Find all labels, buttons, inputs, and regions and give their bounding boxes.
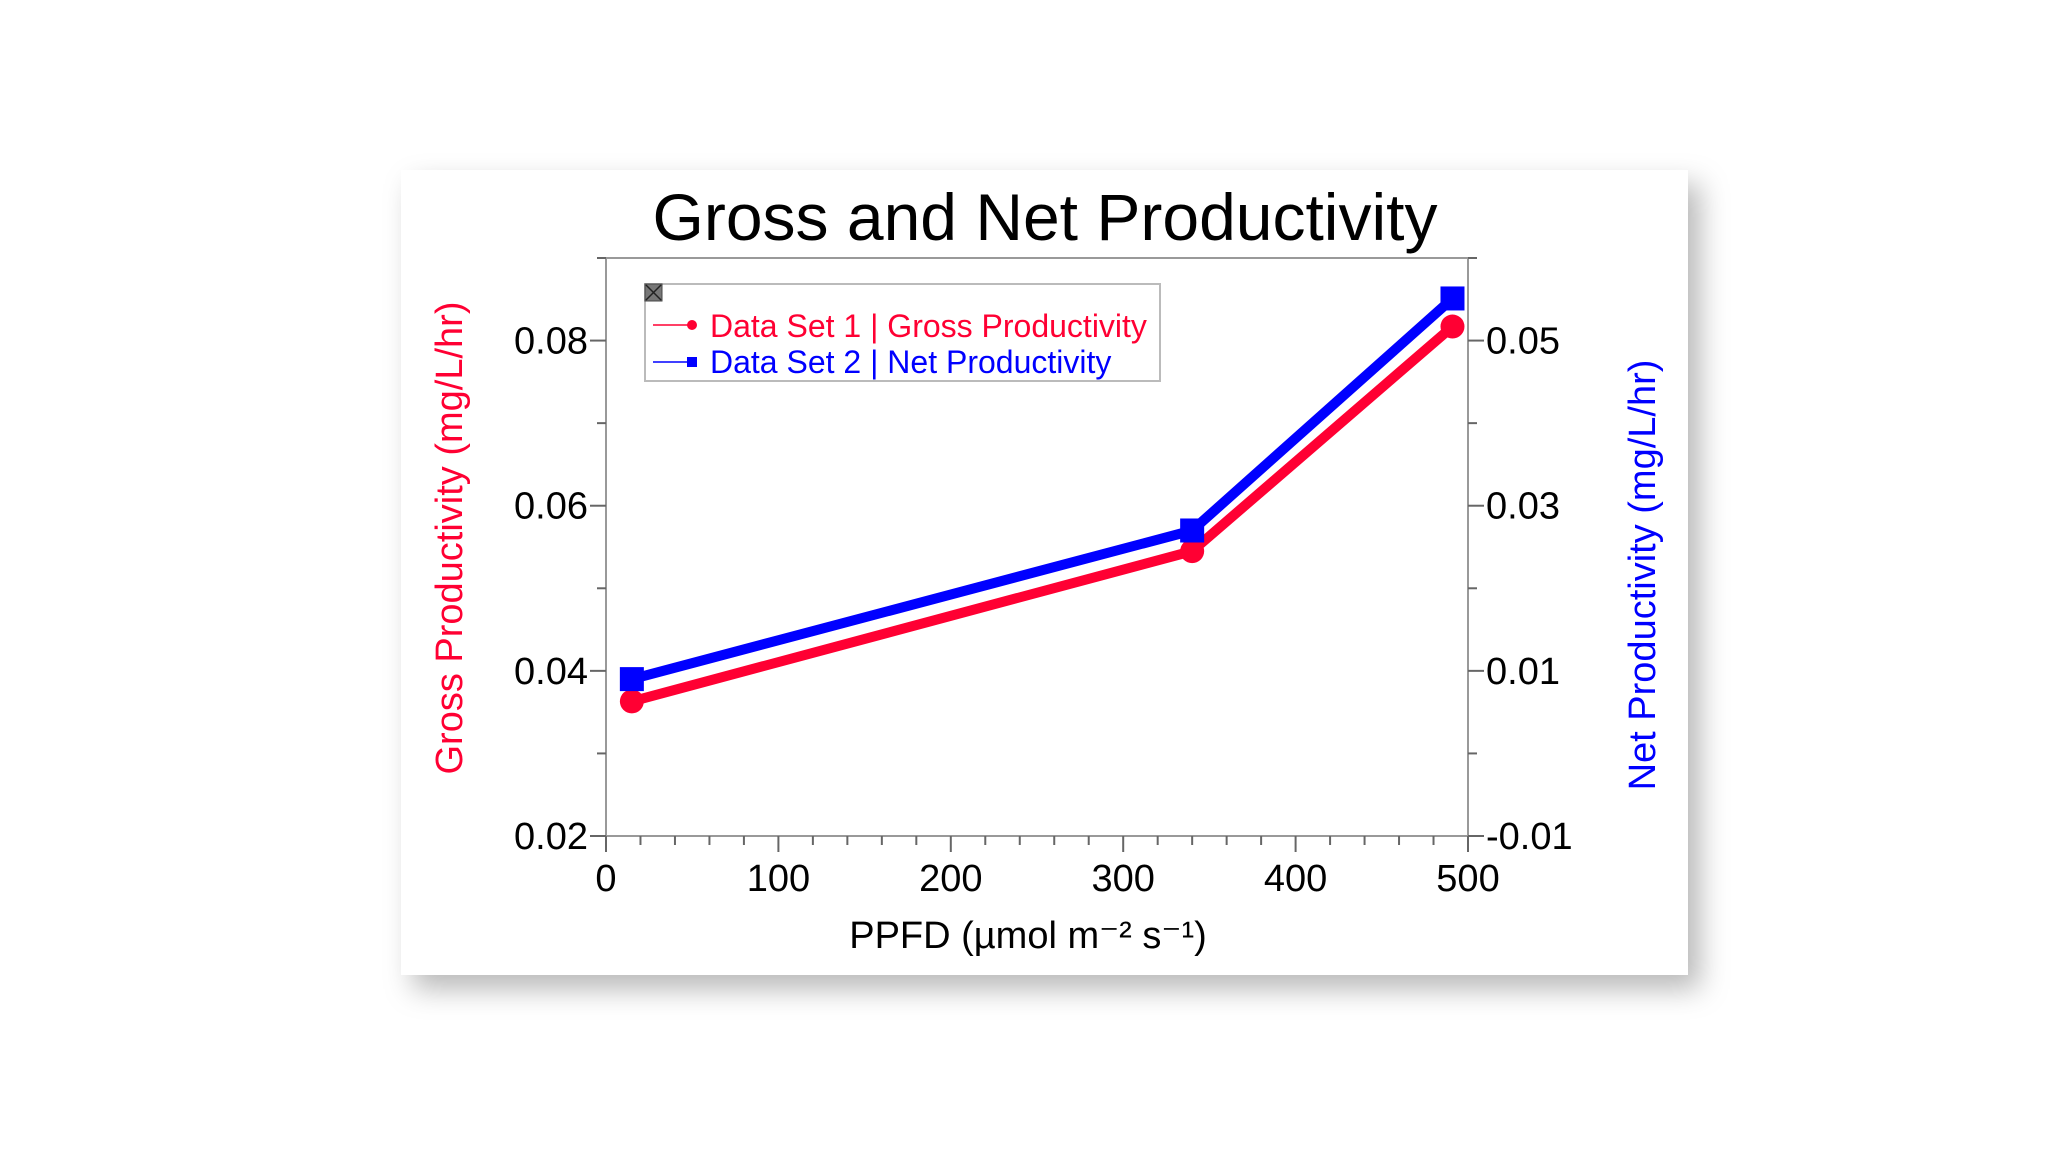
legend-marker-series-1: [687, 320, 697, 330]
x-tick-label: 200: [919, 858, 982, 900]
x-axis-label: PPFD (µmol m⁻² s⁻¹): [849, 915, 1207, 957]
legend-label-series-1: Data Set 1 | Gross Productivity: [710, 308, 1147, 344]
x-tick-label: 400: [1264, 858, 1327, 900]
legend-close-icon[interactable]: [644, 283, 663, 302]
series-1-point: [619, 689, 644, 714]
legend: Data Set 1 | Gross Productivity Data Set…: [644, 283, 1161, 382]
x-tick-label: 0: [595, 858, 616, 900]
y-right-tick-label: 0.01: [1486, 651, 1560, 693]
y-right-tick-label: -0.01: [1486, 816, 1573, 858]
legend-box: [644, 283, 1161, 382]
series-1-point: [1180, 539, 1205, 564]
legend-label-series-2: Data Set 2 | Net Productivity: [710, 344, 1111, 380]
series-2-point: [1440, 286, 1465, 311]
series-2-point: [1180, 518, 1205, 543]
y-left-tick-label: 0.02: [514, 816, 588, 858]
x-tick-label: 300: [1091, 858, 1154, 900]
y-left-tick-label: 0.08: [514, 321, 588, 363]
y-right-tick-label: 0.05: [1486, 321, 1560, 363]
x-tick-label: 500: [1436, 858, 1499, 900]
y-left-tick-label: 0.06: [514, 486, 588, 528]
y-axis-label-left: Gross Productivity (mg/L/hr): [429, 302, 471, 775]
chart-title: Gross and Net Productivity: [653, 180, 1438, 254]
y-left-tick-label: 0.04: [514, 651, 588, 693]
series-1-point: [1440, 314, 1465, 339]
series-2-point: [619, 667, 644, 692]
y-axis-label-right: Net Productivity (mg/L/hr): [1622, 360, 1664, 791]
legend-marker-series-2: [687, 357, 697, 367]
y-right-tick-label: 0.03: [1486, 486, 1560, 528]
x-tick-label: 100: [747, 858, 810, 900]
